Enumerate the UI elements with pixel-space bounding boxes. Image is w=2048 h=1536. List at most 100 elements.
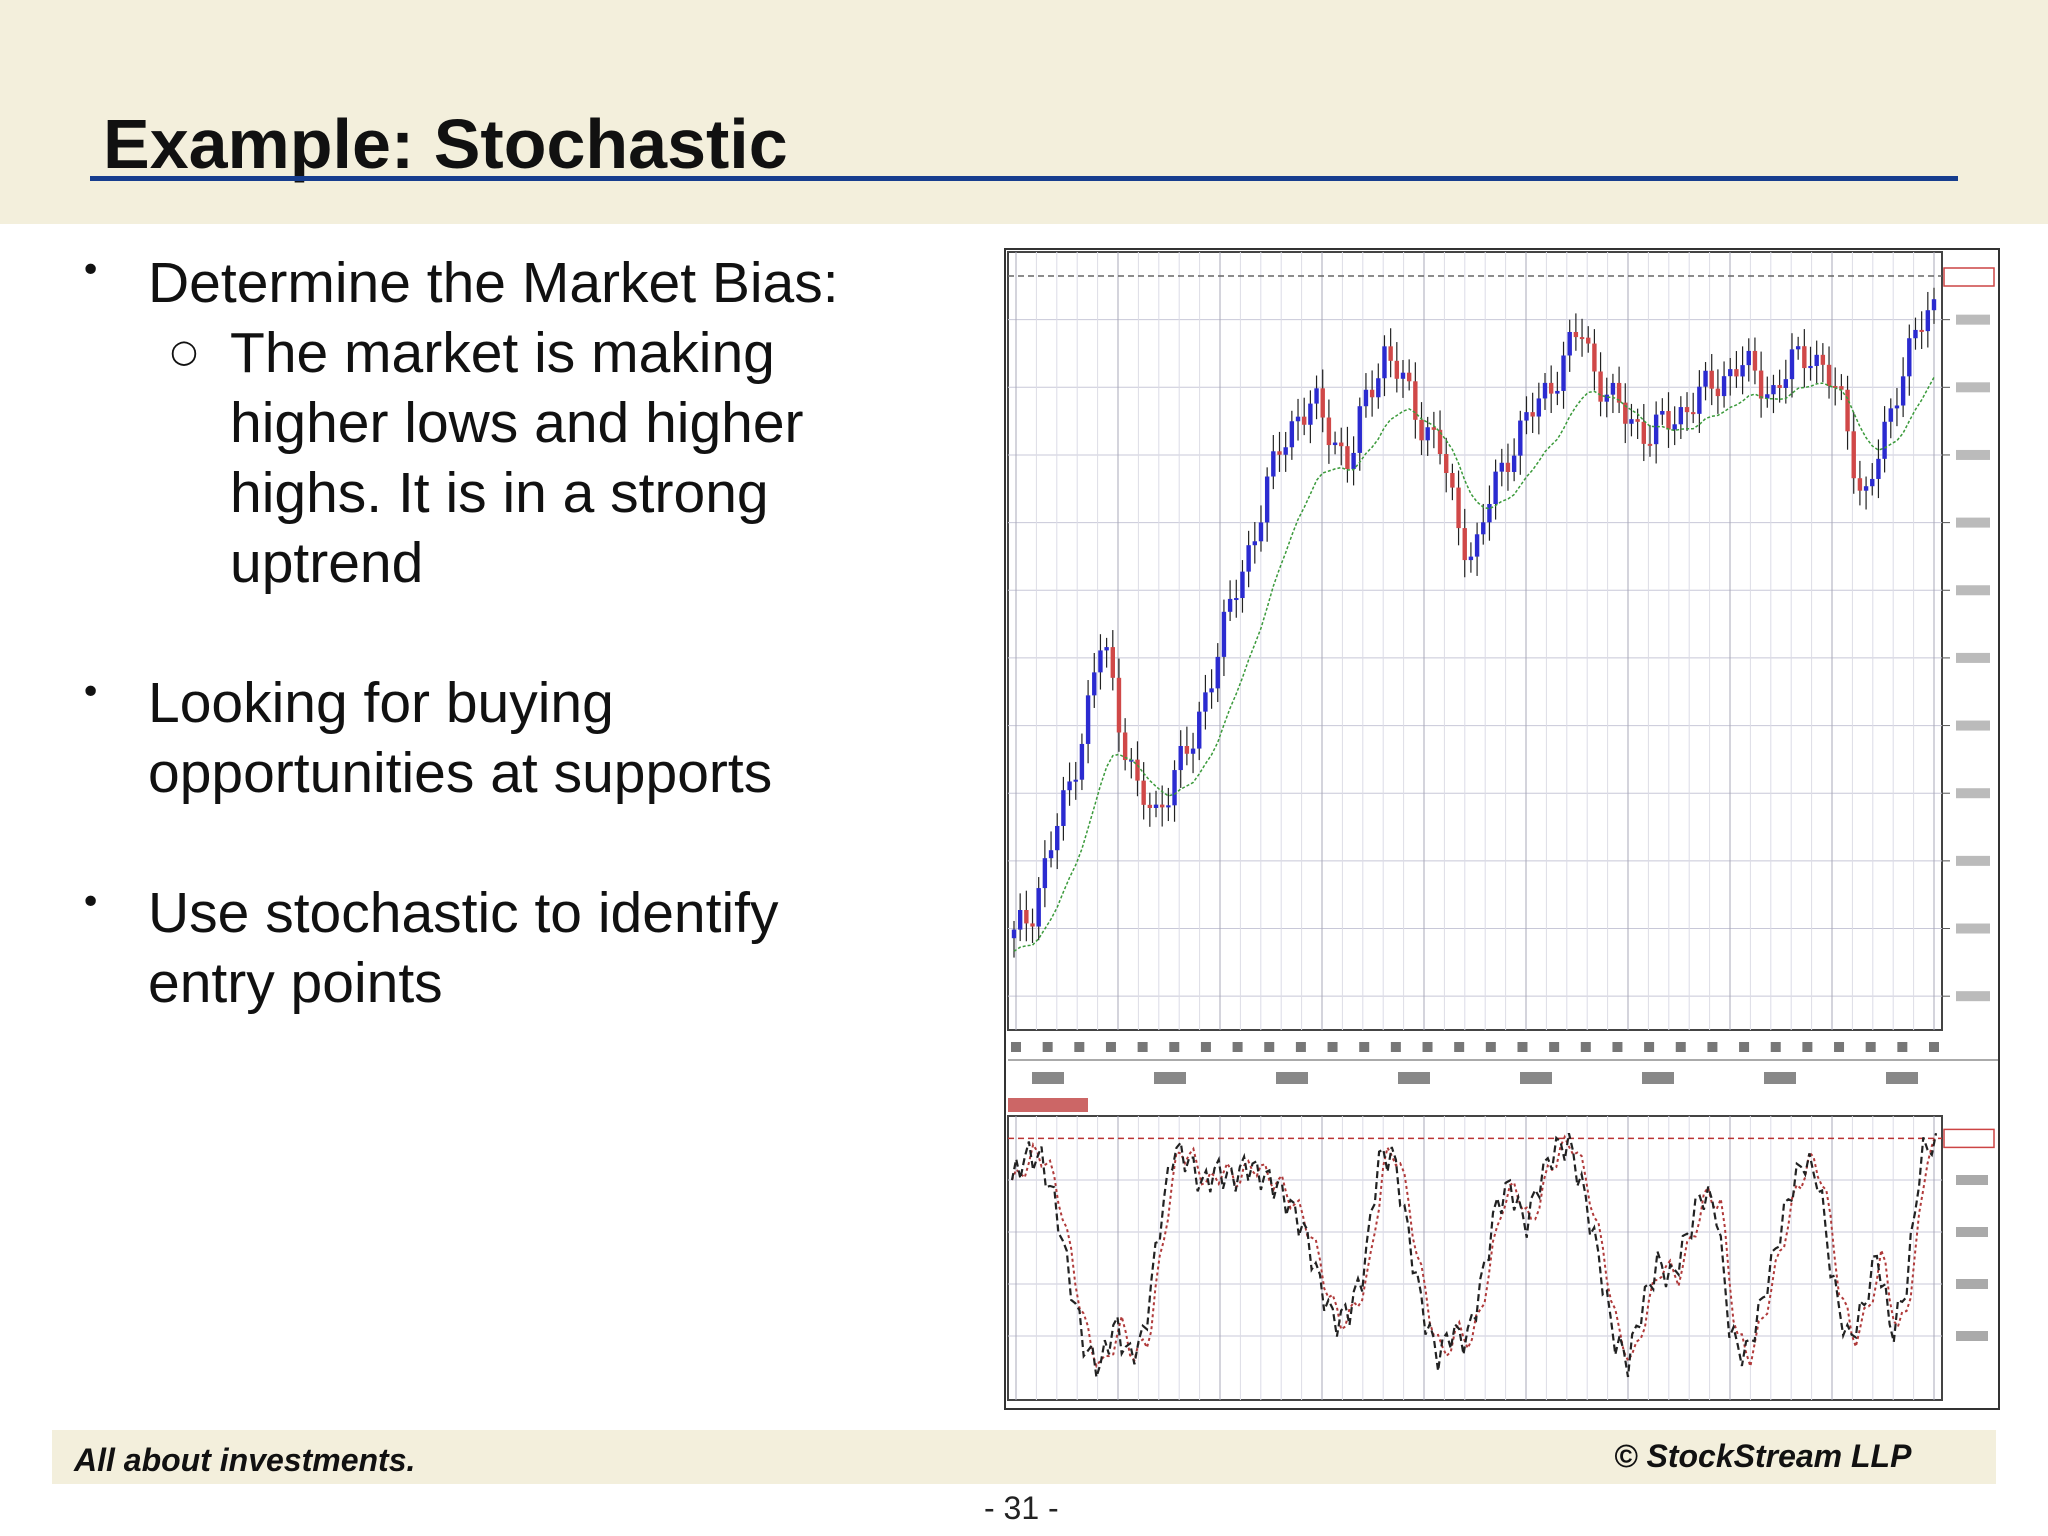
candle-body [1857, 478, 1863, 491]
x-month-label-blur [1032, 1072, 1064, 1084]
candle-body [1116, 677, 1122, 733]
candle-body [1641, 421, 1646, 444]
candle-body [1184, 746, 1190, 754]
candle-body [1468, 556, 1474, 561]
candle-body [1629, 419, 1634, 424]
candle-body [1277, 451, 1282, 455]
candle-body [1388, 346, 1393, 361]
candle-body [1635, 419, 1640, 422]
candle-body [1647, 443, 1653, 446]
candle-body [1345, 446, 1350, 469]
candle-body [1042, 858, 1048, 889]
x-tick-label-blur [1644, 1042, 1655, 1052]
candle-body [1499, 462, 1504, 472]
candle-body [1758, 370, 1764, 399]
candle-body [1839, 386, 1844, 390]
stochastic-axis-label-blur [1956, 1331, 1988, 1341]
candle-body [1394, 360, 1400, 379]
x-month-label-blur [1154, 1072, 1186, 1084]
candle-body [1166, 805, 1171, 808]
stochastic-chart-image [1004, 248, 2000, 1410]
candle-body [1271, 451, 1276, 477]
x-tick-label-blur [1390, 1042, 1401, 1052]
price-panel-frame [1007, 251, 1943, 1031]
x-tick-label-blur [1264, 1042, 1275, 1052]
candle-body [1227, 598, 1233, 612]
x-month-label-blur [1398, 1072, 1430, 1084]
sub-bullet-line-3: highs. It is in a strong [230, 461, 769, 525]
x-tick-label-blur [1834, 1042, 1845, 1052]
candle-body [1623, 402, 1628, 424]
candle-body [1493, 471, 1498, 505]
stochastic-axis-label-blur [1956, 1175, 1988, 1185]
candle-body [1444, 454, 1449, 474]
candle-body [1357, 406, 1362, 453]
sub-bullet-line-4: uptrend [230, 531, 424, 595]
candle-body [1888, 408, 1893, 422]
candle-body [1894, 405, 1900, 409]
candle-body [1826, 364, 1832, 386]
candle-body [1530, 412, 1535, 417]
candle-body [1882, 421, 1887, 459]
price-axis-label-blur [1956, 585, 1990, 596]
x-tick-label-blur [1422, 1042, 1433, 1052]
candle-body [1505, 462, 1511, 472]
footer-tagline: All about investments. [74, 1442, 416, 1478]
candle-body [1024, 910, 1029, 924]
candle-body [1487, 504, 1492, 523]
candle-body [1339, 442, 1344, 447]
bullet-marker: • [80, 672, 102, 713]
candle-body [1456, 487, 1461, 529]
candle-body [1203, 692, 1208, 712]
candle-body [1283, 447, 1288, 455]
x-tick-label-blur [1929, 1042, 1939, 1052]
candle-body [1536, 398, 1542, 417]
candle-body [1907, 338, 1912, 377]
candle-body [1011, 929, 1017, 939]
price-axis-label-blur [1956, 855, 1990, 866]
x-tick-label-blur [1200, 1042, 1211, 1052]
x-month-label-blur [1520, 1072, 1552, 1084]
candle-body [1104, 647, 1109, 651]
bullet-marker: • [80, 250, 102, 291]
bullet-3-line-2: entry points [148, 951, 443, 1015]
candle-body [1820, 354, 1826, 365]
price-axis-label-blur [1956, 923, 1990, 934]
page-number: - 31 - [984, 1490, 1059, 1526]
candle-body [1221, 611, 1227, 657]
candle-body [1863, 486, 1869, 491]
candle-body [1067, 781, 1072, 791]
candle-body [1851, 431, 1856, 479]
candle-body [1690, 412, 1696, 415]
x-tick-label-blur [1137, 1042, 1148, 1052]
candle-body [1215, 656, 1220, 689]
candle-body [1789, 349, 1795, 380]
x-tick-label-blur [1327, 1042, 1338, 1052]
candle-body [1913, 329, 1918, 339]
candle-body [1524, 412, 1529, 421]
candle-body [1153, 804, 1159, 809]
candle-body [1369, 389, 1375, 398]
candle-body [1814, 354, 1819, 366]
x-tick-label-blur [1770, 1042, 1781, 1052]
price-axis-label-blur [1956, 314, 1990, 325]
candle-body [1406, 372, 1412, 382]
candle-body [1382, 346, 1387, 379]
footer-band [52, 1430, 1996, 1484]
bullet-2-line-2: opportunities at supports [148, 741, 773, 805]
x-tick-label-blur [1612, 1042, 1623, 1052]
candle-body [1197, 711, 1202, 749]
x-tick-label-blur [1169, 1042, 1180, 1052]
candle-body [1055, 825, 1060, 851]
sub-bullet-line-2: higher lows and higher [230, 391, 804, 455]
candle-body [1709, 370, 1714, 389]
candle-body [1474, 534, 1480, 557]
chart-svg [1007, 251, 1998, 1401]
stochastic-axis-label-blur [1956, 1279, 1988, 1289]
candle-body [1876, 458, 1881, 479]
candle-body [1098, 650, 1103, 673]
candle-body [1573, 331, 1579, 338]
candle-body [1795, 346, 1801, 350]
candle-body [1511, 455, 1517, 472]
x-month-label-blur [1886, 1072, 1918, 1084]
